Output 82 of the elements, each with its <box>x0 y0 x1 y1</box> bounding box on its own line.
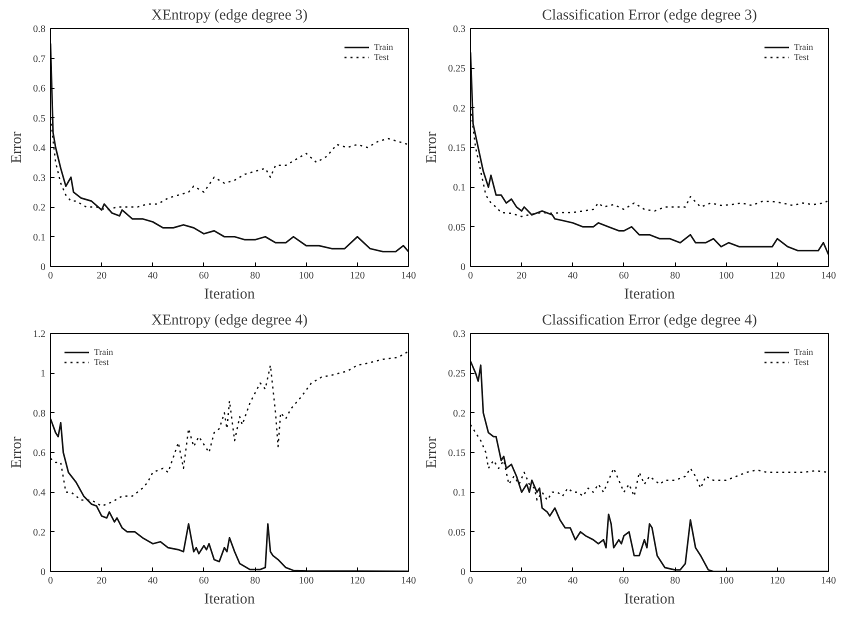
x-tick-label: 60 <box>198 270 209 282</box>
legend-label: Test <box>374 52 390 62</box>
x-tick-label: 120 <box>770 576 785 586</box>
x-tick-label: 80 <box>670 576 680 586</box>
chart-title: Classification Error (edge degree 3) <box>542 8 757 24</box>
y-tick-label: 0.2 <box>33 527 46 538</box>
chart-title: XEntropy (edge degree 4) <box>151 312 308 328</box>
x-axis-title: Iteration <box>204 286 256 302</box>
y-tick-label: 0.6 <box>33 84 46 94</box>
x-tick-label: 20 <box>516 576 527 586</box>
y-tick-label: 0.15 <box>448 448 466 459</box>
y-tick-label: 0.2 <box>33 202 46 214</box>
x-tick-label: 100 <box>298 270 314 282</box>
x-tick-label: 80 <box>250 576 260 586</box>
legend-label: Test <box>794 357 810 367</box>
y-tick-label: 0 <box>40 567 46 578</box>
x-tick-label: 80 <box>670 270 680 282</box>
x-tick-label: 60 <box>618 576 629 586</box>
x-axis-title: Iteration <box>204 592 256 608</box>
x-tick-label: 0 <box>468 270 473 282</box>
y-tick-label: 0.1 <box>453 488 466 499</box>
y-tick-label: 0.6 <box>33 448 46 459</box>
x-tick-label: 0 <box>48 270 53 282</box>
x-tick-label: 100 <box>718 270 734 282</box>
x-tick-label: 0 <box>48 576 53 586</box>
y-tick-label: 0.2 <box>453 103 466 114</box>
x-tick-label: 20 <box>96 270 107 282</box>
x-tick-label: 80 <box>250 270 260 282</box>
x-tick-label: 120 <box>350 270 365 282</box>
chart-title: XEntropy (edge degree 3) <box>151 8 308 24</box>
x-tick-label: 120 <box>350 576 365 586</box>
y-tick-label: 0.05 <box>448 222 466 234</box>
y-tick-label: 0 <box>460 567 466 578</box>
x-tick-label: 20 <box>516 270 527 282</box>
y-tick-label: 0.7 <box>33 54 46 65</box>
x-axis-title: Iteration <box>624 592 676 608</box>
y-tick-label: 0.25 <box>448 64 466 75</box>
y-tick-label: 1.2 <box>33 329 46 340</box>
legend-label: Test <box>794 52 810 62</box>
y-tick-label: 0.1 <box>33 232 46 244</box>
legend-label: Train <box>794 347 814 357</box>
y-axis-title: Error <box>9 132 25 164</box>
legend-label: Test <box>94 357 110 367</box>
x-tick-label: 40 <box>148 270 158 282</box>
y-tick-label: 1 <box>40 368 46 380</box>
legend-label: Train <box>94 347 114 357</box>
y-tick-label: 0.4 <box>33 143 46 154</box>
y-tick-label: 0.3 <box>33 172 46 184</box>
y-tick-label: 0.3 <box>453 24 466 35</box>
x-axis-title: Iteration <box>624 286 676 302</box>
y-tick-label: 0 <box>460 262 466 273</box>
x-tick-label: 120 <box>770 270 785 282</box>
y-tick-label: 0.4 <box>33 488 46 499</box>
y-tick-label: 0.5 <box>33 113 46 124</box>
x-tick-label: 100 <box>718 576 734 586</box>
x-tick-label: 40 <box>148 576 158 586</box>
x-tick-label: 140 <box>821 576 836 586</box>
x-tick-label: 140 <box>821 270 836 282</box>
x-tick-label: 40 <box>568 270 578 282</box>
y-tick-label: 0.2 <box>453 408 466 420</box>
y-tick-label: 0.05 <box>448 527 466 538</box>
y-axis-title: Error <box>424 132 440 164</box>
y-tick-label: 0 <box>40 262 46 273</box>
x-tick-label: 40 <box>568 576 578 586</box>
chart-title: Classification Error (edge degree 4) <box>542 312 757 328</box>
x-tick-label: 20 <box>96 576 107 586</box>
x-tick-label: 140 <box>401 270 416 282</box>
x-tick-label: 140 <box>401 576 416 586</box>
x-tick-label: 60 <box>618 270 629 282</box>
legend-label: Train <box>794 42 814 52</box>
y-tick-label: 0.3 <box>453 329 466 340</box>
x-tick-label: 0 <box>468 576 473 586</box>
x-tick-label: 100 <box>298 576 314 586</box>
x-tick-label: 60 <box>198 576 209 586</box>
y-tick-label: 0.8 <box>33 24 46 35</box>
y-tick-label: 0.25 <box>448 368 466 380</box>
y-tick-label: 0.15 <box>448 143 466 154</box>
y-axis-title: Error <box>9 436 25 468</box>
legend-label: Train <box>374 42 394 52</box>
y-tick-label: 0.8 <box>33 408 46 420</box>
y-axis-title: Error <box>424 436 440 468</box>
y-tick-label: 0.1 <box>453 182 466 194</box>
